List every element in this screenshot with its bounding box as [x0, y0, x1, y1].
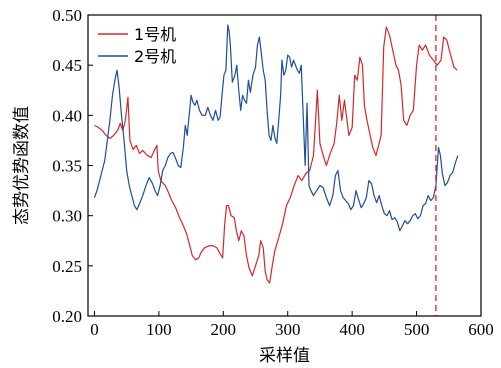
series-line-1	[94, 26, 458, 284]
y-tick-label: 0.30	[52, 207, 82, 226]
x-tick-label: 600	[468, 320, 494, 339]
y-tick-label: 0.20	[52, 307, 82, 326]
y-tick-label: 0.45	[52, 56, 82, 75]
y-axis: 0.20 0.25 0.30 0.35 0.40 0.45 0.50	[52, 6, 93, 326]
y-tick-label: 0.40	[52, 106, 82, 125]
legend-label-1: 1号机	[134, 25, 176, 44]
x-tick-label: 500	[404, 320, 430, 339]
legend-label-2: 2号机	[134, 47, 176, 66]
y-tick-label: 0.50	[52, 6, 82, 25]
x-axis: 0 100 200 300 400 500 600	[90, 311, 494, 339]
series-layer	[93, 24, 459, 284]
series-line-2	[93, 24, 459, 232]
x-tick-label: 100	[146, 320, 172, 339]
x-tick-label: 300	[275, 320, 301, 339]
y-tick-label: 0.35	[52, 157, 82, 176]
x-tick-label: 400	[339, 320, 365, 339]
x-tick-label: 200	[211, 320, 237, 339]
x-tick-label: 0	[90, 320, 99, 339]
y-tick-label: 0.25	[52, 257, 82, 276]
y-axis-label: 态势优势函数值	[12, 106, 32, 225]
x-axis-label: 采样值	[259, 346, 310, 366]
